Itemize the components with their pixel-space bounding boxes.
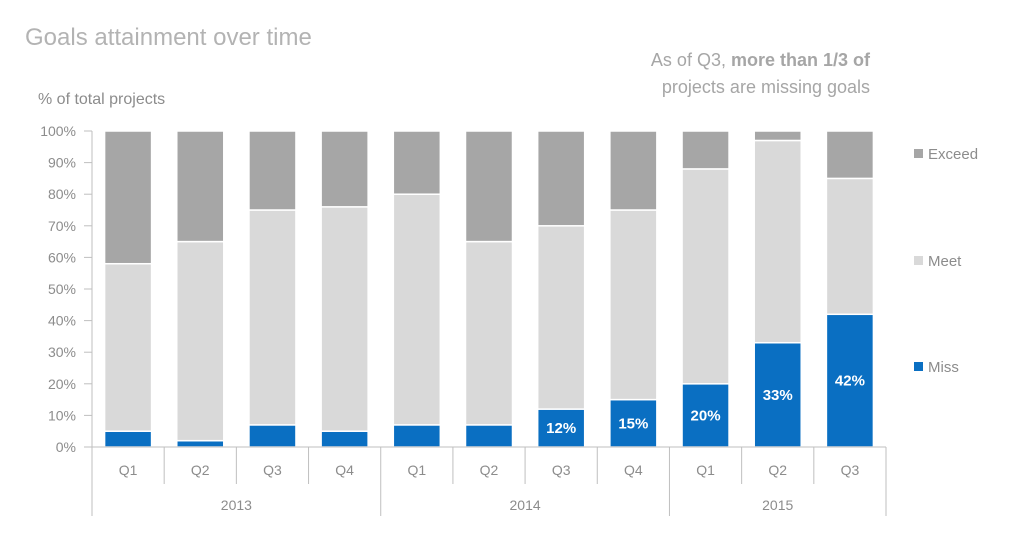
bar-miss: [176, 439, 225, 448]
x-tick-label: Q3: [552, 462, 571, 478]
bar-exceed: [176, 130, 225, 243]
annotation-line-1: As of Q3, more than 1/3 of: [651, 50, 871, 70]
bar-meet: [681, 168, 730, 385]
y-tick-label: 30%: [48, 344, 76, 360]
bar-exceed: [320, 130, 369, 208]
group-label: 2014: [510, 497, 541, 513]
bar-exceed: [753, 130, 802, 142]
y-tick-label: 50%: [48, 281, 76, 297]
x-tick-label: Q4: [335, 462, 354, 478]
y-axis-title: % of total projects: [38, 91, 165, 108]
bar-meet: [825, 177, 875, 316]
chart-title: Goals attainment over time: [25, 24, 312, 51]
bar-meet: [176, 240, 225, 442]
y-tick-label: 100%: [40, 123, 76, 139]
y-tick-label: 0%: [56, 439, 76, 455]
group-label: 2013: [221, 497, 252, 513]
bar-miss: [248, 424, 297, 448]
x-tick-label: Q3: [263, 462, 282, 478]
bar-exceed: [681, 130, 730, 170]
annotation-bold-1: more than 1/3 of: [731, 50, 871, 70]
y-tick-label: 60%: [48, 249, 76, 265]
bar-exceed: [609, 130, 658, 211]
legend-swatch-exceed: [914, 149, 923, 158]
bar-meet: [320, 206, 369, 432]
x-tick-label: Q1: [696, 462, 715, 478]
data-label: 12%: [546, 420, 576, 437]
y-tick-label: 10%: [48, 407, 76, 423]
bar-miss: [103, 430, 153, 448]
bar-exceed: [248, 130, 297, 211]
bar-meet: [609, 209, 658, 401]
annotation-line-2: projects are missing goals: [662, 77, 870, 97]
data-label: 33%: [763, 387, 793, 404]
legend-label-meet: Meet: [928, 253, 962, 270]
y-tick-label: 40%: [48, 313, 76, 329]
bar-exceed: [464, 130, 514, 243]
legend-label-exceed: Exceed: [928, 146, 978, 163]
x-tick-label: Q2: [191, 462, 210, 478]
bar-meet: [392, 193, 442, 426]
y-axis: 0% 10% 20% 30% 40% 50% 60% 70% 80% 90% 100%: [40, 123, 93, 455]
bar-meet: [753, 139, 802, 344]
annotation-prefix: As of Q3,: [651, 50, 731, 70]
data-label: 42%: [835, 373, 865, 390]
x-tick-label: Q1: [407, 462, 426, 478]
bar-meet: [464, 240, 514, 426]
bar-exceed: [392, 130, 442, 195]
y-tick-label: 80%: [48, 186, 76, 202]
legend: Miss Meet Exceed: [914, 146, 978, 376]
legend-swatch-meet: [914, 256, 923, 265]
bar-miss: [320, 430, 369, 448]
legend-label-miss: Miss: [928, 359, 959, 376]
x-axis: Q1 Q2 Q3 Q4 Q1 Q2 Q3 Q4 Q1 Q2 Q3 2013 2014 2015: [91, 446, 887, 516]
legend-swatch-miss: [914, 362, 923, 371]
x-tick-label: Q1: [119, 462, 138, 478]
bar-miss: [536, 408, 586, 448]
bar-exceed: [103, 130, 153, 265]
y-tick-label: 90%: [48, 155, 76, 171]
bar-exceed: [825, 130, 875, 180]
x-tick-label: Q2: [480, 462, 499, 478]
bar-meet: [103, 262, 153, 432]
x-tick-label: Q2: [768, 462, 787, 478]
bars: 12% 15% 20% 33% 42%: [103, 130, 875, 448]
y-tick-label: 70%: [48, 218, 76, 234]
bar-miss: [392, 424, 442, 448]
bar-meet: [248, 209, 297, 426]
group-label: 2015: [762, 497, 793, 513]
data-label: 15%: [618, 415, 648, 432]
data-label: 20%: [691, 407, 721, 424]
bar-exceed: [536, 130, 586, 227]
y-tick-label: 20%: [48, 376, 76, 392]
bar-meet: [536, 225, 586, 410]
x-tick-label: Q3: [841, 462, 860, 478]
annotation-callout: As of Q3, more than 1/3 of projects are …: [651, 50, 871, 97]
x-tick-label: Q4: [624, 462, 643, 478]
bar-miss: [464, 424, 514, 448]
